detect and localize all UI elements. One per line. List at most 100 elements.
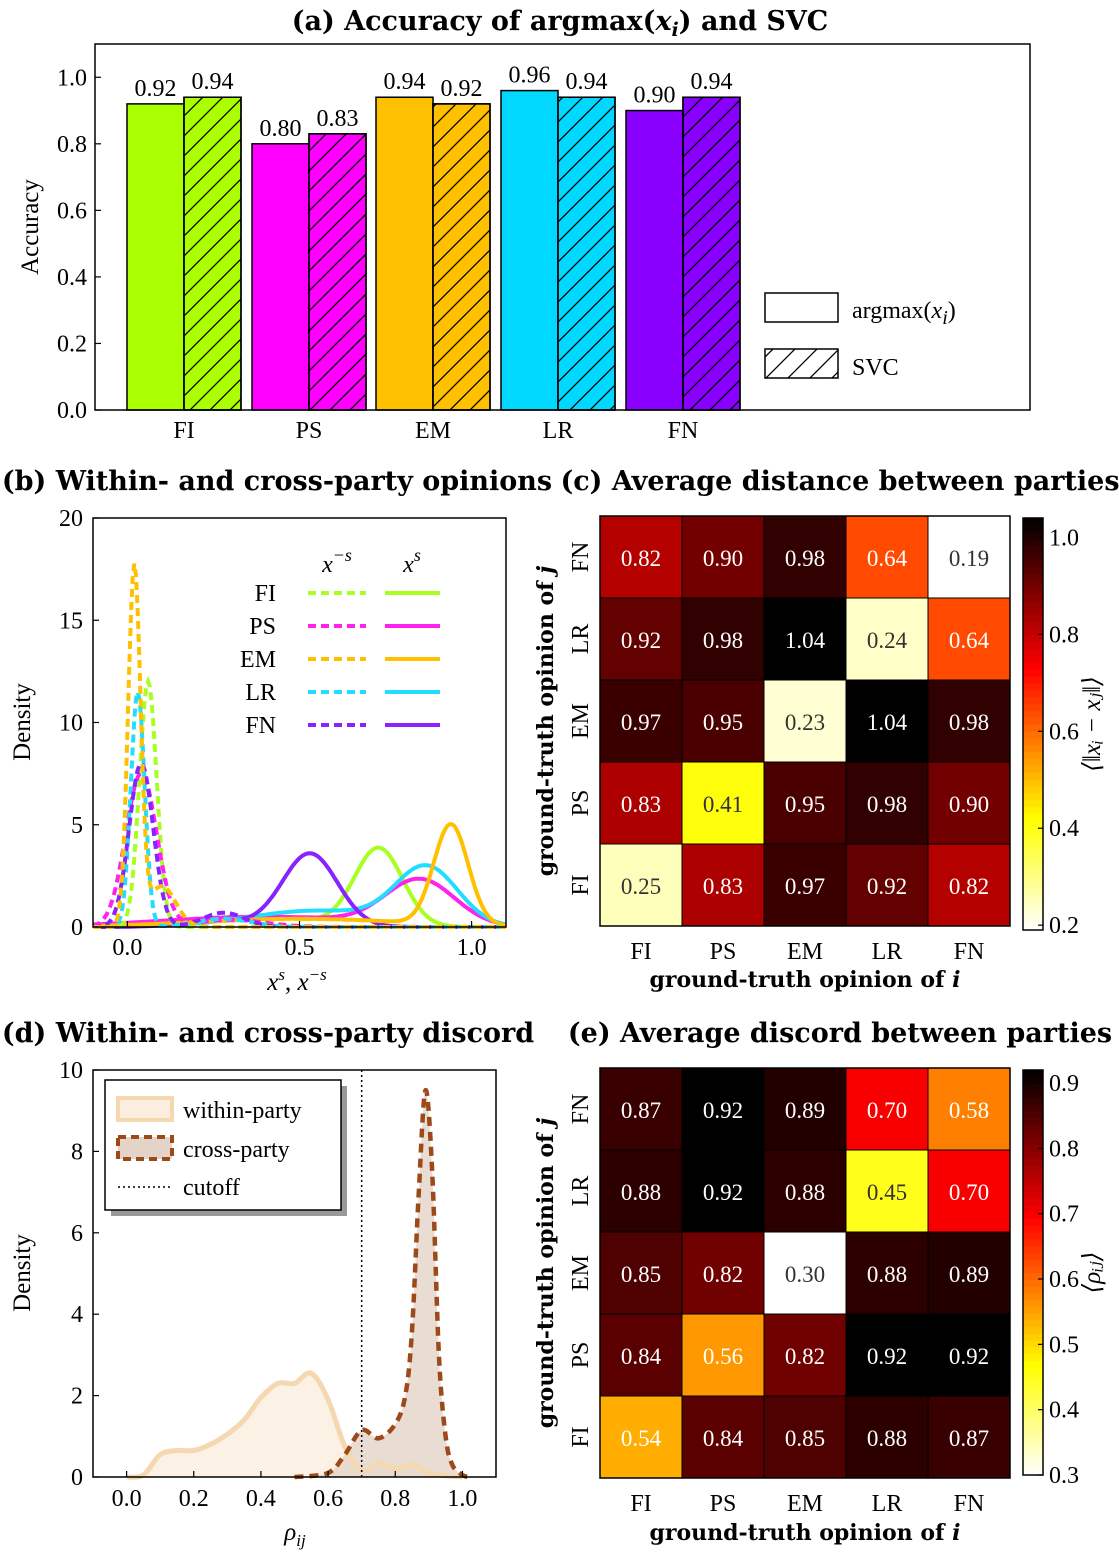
x-tick-label: 0.5 bbox=[285, 935, 315, 961]
heatmap-cell bbox=[599, 1231, 683, 1315]
heatmap-cell bbox=[845, 1149, 929, 1233]
colorbar-segment bbox=[1023, 875, 1043, 883]
heatmap-cell-label: 0.89 bbox=[785, 1098, 825, 1123]
colorbar-segment bbox=[1023, 1151, 1043, 1159]
colorbar-segment bbox=[1023, 1117, 1043, 1125]
colorbar-segment bbox=[1023, 833, 1043, 842]
density-curve-EM-within bbox=[93, 821, 507, 928]
y-tick-label-LR: LR bbox=[568, 1176, 594, 1207]
colorbar-segment bbox=[1023, 1130, 1043, 1139]
colorbar-segment bbox=[1023, 572, 1043, 581]
colorbar-segment bbox=[1023, 1448, 1043, 1456]
heatmap-cell-label: 0.89 bbox=[949, 1262, 989, 1287]
heatmap-cell-label: 0.90 bbox=[949, 792, 989, 817]
legend-header-cross: x−s bbox=[321, 545, 352, 578]
x-tick-label: 0.8 bbox=[380, 1486, 410, 1512]
bar-value-label: 0.83 bbox=[317, 106, 359, 132]
panel-c-title: (c) Average distance between parties bbox=[560, 466, 1119, 497]
colorbar-segment bbox=[1023, 579, 1043, 588]
colorbar-segment bbox=[1023, 854, 1043, 862]
bar-hatch-FI bbox=[183, 96, 242, 411]
y-tick-label: 5 bbox=[71, 813, 83, 839]
colorbar-segment bbox=[1023, 689, 1043, 698]
colorbar-segment bbox=[1023, 559, 1043, 567]
y-axis-label: ground-truth opinion of j bbox=[533, 566, 559, 877]
x-tick-label-FI: FI bbox=[173, 418, 194, 444]
heatmap-cell-label: 0.84 bbox=[621, 1344, 662, 1369]
y-tick-label-FI: FI bbox=[568, 1426, 594, 1447]
colorbar-segment bbox=[1023, 744, 1043, 753]
colorbar-segment bbox=[1023, 1286, 1043, 1294]
bar-value-label: 0.80 bbox=[260, 116, 302, 142]
density-curve-PS-cross bbox=[92, 771, 506, 929]
bar-value-label: 0.92 bbox=[441, 76, 483, 102]
y-tick-label: 0.4 bbox=[57, 265, 87, 291]
colorbar-segment bbox=[1023, 820, 1043, 828]
x-tick-label-LR: LR bbox=[543, 418, 574, 444]
colorbar-tick-label: 0.4 bbox=[1049, 1398, 1079, 1424]
colorbar-segment bbox=[1023, 655, 1043, 663]
y-tick-label: 2 bbox=[71, 1384, 83, 1410]
heatmap-cell-label: 0.90 bbox=[703, 546, 743, 571]
heatmap-cell-label: 0.97 bbox=[785, 874, 825, 899]
panel-e-heatmap: (e) Average discord between parties 0.87 0… bbox=[533, 1018, 1112, 1546]
colorbar-segment bbox=[1023, 1157, 1043, 1166]
colorbar-tick-label: 0.6 bbox=[1049, 719, 1079, 745]
colorbar-frame bbox=[1022, 1069, 1044, 1476]
heatmap-cell bbox=[681, 679, 765, 763]
y-tick-label: 0.0 bbox=[57, 398, 87, 424]
colorbar-tick-label: 0.6 bbox=[1049, 1267, 1079, 1293]
colorbar-segment bbox=[1023, 1346, 1043, 1355]
colorbar-segment bbox=[1023, 1265, 1043, 1274]
heatmap-cell-label: 0.84 bbox=[703, 1426, 744, 1451]
heatmap-cell bbox=[927, 1149, 1011, 1233]
colorbar-segment bbox=[1023, 586, 1043, 595]
legend-label-EM: EM bbox=[240, 647, 276, 673]
y-tick-label-PS: PS bbox=[568, 1342, 594, 1369]
y-tick-label-PS: PS bbox=[568, 790, 594, 817]
legend-label-within: within-party bbox=[183, 1098, 302, 1124]
legend-label-FN: FN bbox=[245, 713, 276, 739]
legend-label-LR: LR bbox=[245, 680, 276, 706]
x-tick-label-FI: FI bbox=[630, 1491, 651, 1517]
legend-swatch-cross bbox=[116, 1135, 174, 1161]
heatmap-cell-label: 0.88 bbox=[785, 1180, 825, 1205]
colorbar-segment bbox=[1023, 1110, 1043, 1118]
x-tick-label-LR: LR bbox=[872, 939, 903, 965]
y-tick-label-FN: FN bbox=[568, 542, 594, 573]
heatmap-cell-label: 0.98 bbox=[867, 792, 907, 817]
colorbar-segment bbox=[1023, 840, 1043, 849]
y-tick-label: 10 bbox=[59, 711, 83, 737]
x-axis-label: ρij bbox=[283, 1519, 306, 1550]
density-curve-FN-cross bbox=[93, 760, 506, 929]
y-tick-label: 15 bbox=[59, 608, 83, 634]
colorbar-segment bbox=[1023, 847, 1043, 856]
y-tick-label-FN: FN bbox=[568, 1094, 594, 1125]
heatmap-cell-label: 0.98 bbox=[785, 546, 825, 571]
colorbar-segment bbox=[1023, 1360, 1043, 1368]
panel-c-frame bbox=[599, 515, 1011, 927]
colorbar-segment bbox=[1023, 1313, 1043, 1321]
legend-label-cutoff: cutoff bbox=[183, 1175, 240, 1201]
colorbar-segment bbox=[1023, 806, 1043, 814]
bar-FN-argmax bbox=[625, 109, 684, 411]
heatmap-cell-label: 0.92 bbox=[703, 1180, 743, 1205]
y-axis-label: Density bbox=[9, 1234, 36, 1312]
colorbar-segment bbox=[1023, 1191, 1043, 1199]
colorbar-segment bbox=[1023, 600, 1043, 608]
colorbar-segment bbox=[1023, 751, 1043, 759]
heatmap-cell-label: 0.82 bbox=[703, 1262, 743, 1287]
colorbar-tick-label: 0.9 bbox=[1049, 1071, 1079, 1097]
colorbar-tick-label: 0.5 bbox=[1049, 1332, 1079, 1358]
heatmap-cell bbox=[763, 843, 847, 927]
y-tick-label: 0.2 bbox=[57, 331, 87, 357]
panel-e-title: (e) Average discord between parties bbox=[568, 1018, 1112, 1049]
heatmap-cell-label: 0.97 bbox=[621, 710, 661, 735]
heatmap-cell bbox=[599, 515, 683, 599]
x-tick-label: 0.0 bbox=[112, 935, 142, 961]
colorbar-segment bbox=[1023, 682, 1043, 691]
legend-swatch-within bbox=[116, 1096, 174, 1122]
colorbar-segment bbox=[1023, 634, 1043, 643]
heatmap-cell-label: 0.58 bbox=[949, 1098, 989, 1123]
colorbar-segment bbox=[1023, 1373, 1043, 1382]
